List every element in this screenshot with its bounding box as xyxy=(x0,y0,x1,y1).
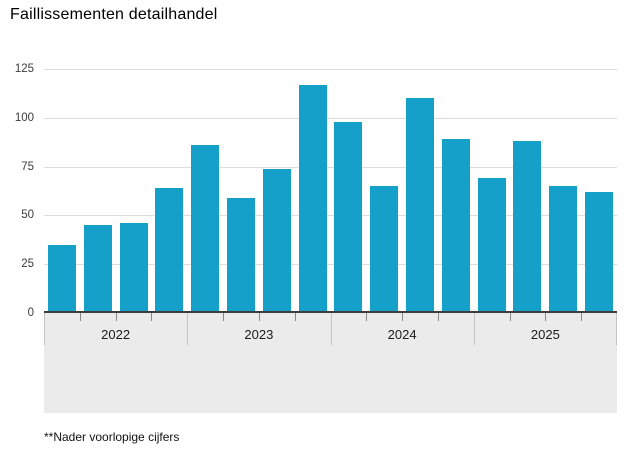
bar-2025-q4[interactable] xyxy=(585,191,614,313)
quarter-tick xyxy=(402,313,404,321)
y-axis-label: 125 xyxy=(14,63,34,75)
bar-2022-q1[interactable] xyxy=(47,244,76,313)
quarter-tick xyxy=(509,313,511,321)
bar-2024-q4[interactable] xyxy=(441,139,470,313)
year-divider xyxy=(616,313,617,345)
x-axis-year-label-2022: 2022 xyxy=(101,327,131,342)
bar-2023-q3[interactable] xyxy=(262,168,291,313)
quarter-tick xyxy=(223,313,225,321)
gridline-50 xyxy=(44,215,617,217)
quarter-tick xyxy=(581,313,583,321)
bar-2025-q3[interactable] xyxy=(549,186,578,313)
plot-area xyxy=(44,69,617,313)
year-divider xyxy=(473,313,475,345)
gridline-100 xyxy=(44,117,617,119)
x-axis-band: 2022 2023 2024 2025 xyxy=(44,313,617,413)
quarter-tick xyxy=(545,313,547,321)
x-axis-year-label-2023: 2023 xyxy=(244,327,274,342)
y-axis-label: 75 xyxy=(21,160,34,173)
chart-title: Faillissementen detailhandel xyxy=(10,6,218,23)
quarter-tick xyxy=(151,313,153,321)
bar-2022-q4[interactable] xyxy=(155,188,184,313)
bar-2023-q4[interactable] xyxy=(298,84,327,313)
bar-2025-q2[interactable] xyxy=(513,141,542,313)
y-axis-label: 0 xyxy=(27,307,34,319)
bar-2024-q3[interactable] xyxy=(406,98,435,313)
y-axis-label: 100 xyxy=(14,111,34,124)
bar-2022-q2[interactable] xyxy=(83,225,112,313)
x-axis-line xyxy=(44,311,617,313)
quarter-tick xyxy=(258,313,260,321)
bar-2023-q1[interactable] xyxy=(191,145,220,313)
y-axis-label: 25 xyxy=(21,258,34,271)
quarter-tick xyxy=(294,313,296,321)
bar-2023-q2[interactable] xyxy=(226,197,255,313)
quarter-tick xyxy=(115,313,117,321)
y-axis-label: 50 xyxy=(21,209,34,222)
x-axis-year-label-2025: 2025 xyxy=(530,327,560,342)
gridline-125 xyxy=(44,69,617,70)
quarter-tick xyxy=(79,313,81,321)
bar-2022-q3[interactable] xyxy=(119,223,148,313)
gridline-25 xyxy=(44,264,617,266)
bar-2024-q1[interactable] xyxy=(334,121,363,313)
bar-2024-q2[interactable] xyxy=(370,186,399,313)
quarter-tick xyxy=(437,313,439,321)
bar-2025-q1[interactable] xyxy=(477,178,506,313)
year-divider xyxy=(330,313,332,345)
quarter-tick xyxy=(366,313,368,321)
x-axis-year-label-2024: 2024 xyxy=(387,327,417,342)
gridline-75 xyxy=(44,166,617,168)
year-divider xyxy=(44,313,45,345)
year-divider xyxy=(187,313,189,345)
footnote: **Nader voorlopige cijfers xyxy=(44,430,180,444)
